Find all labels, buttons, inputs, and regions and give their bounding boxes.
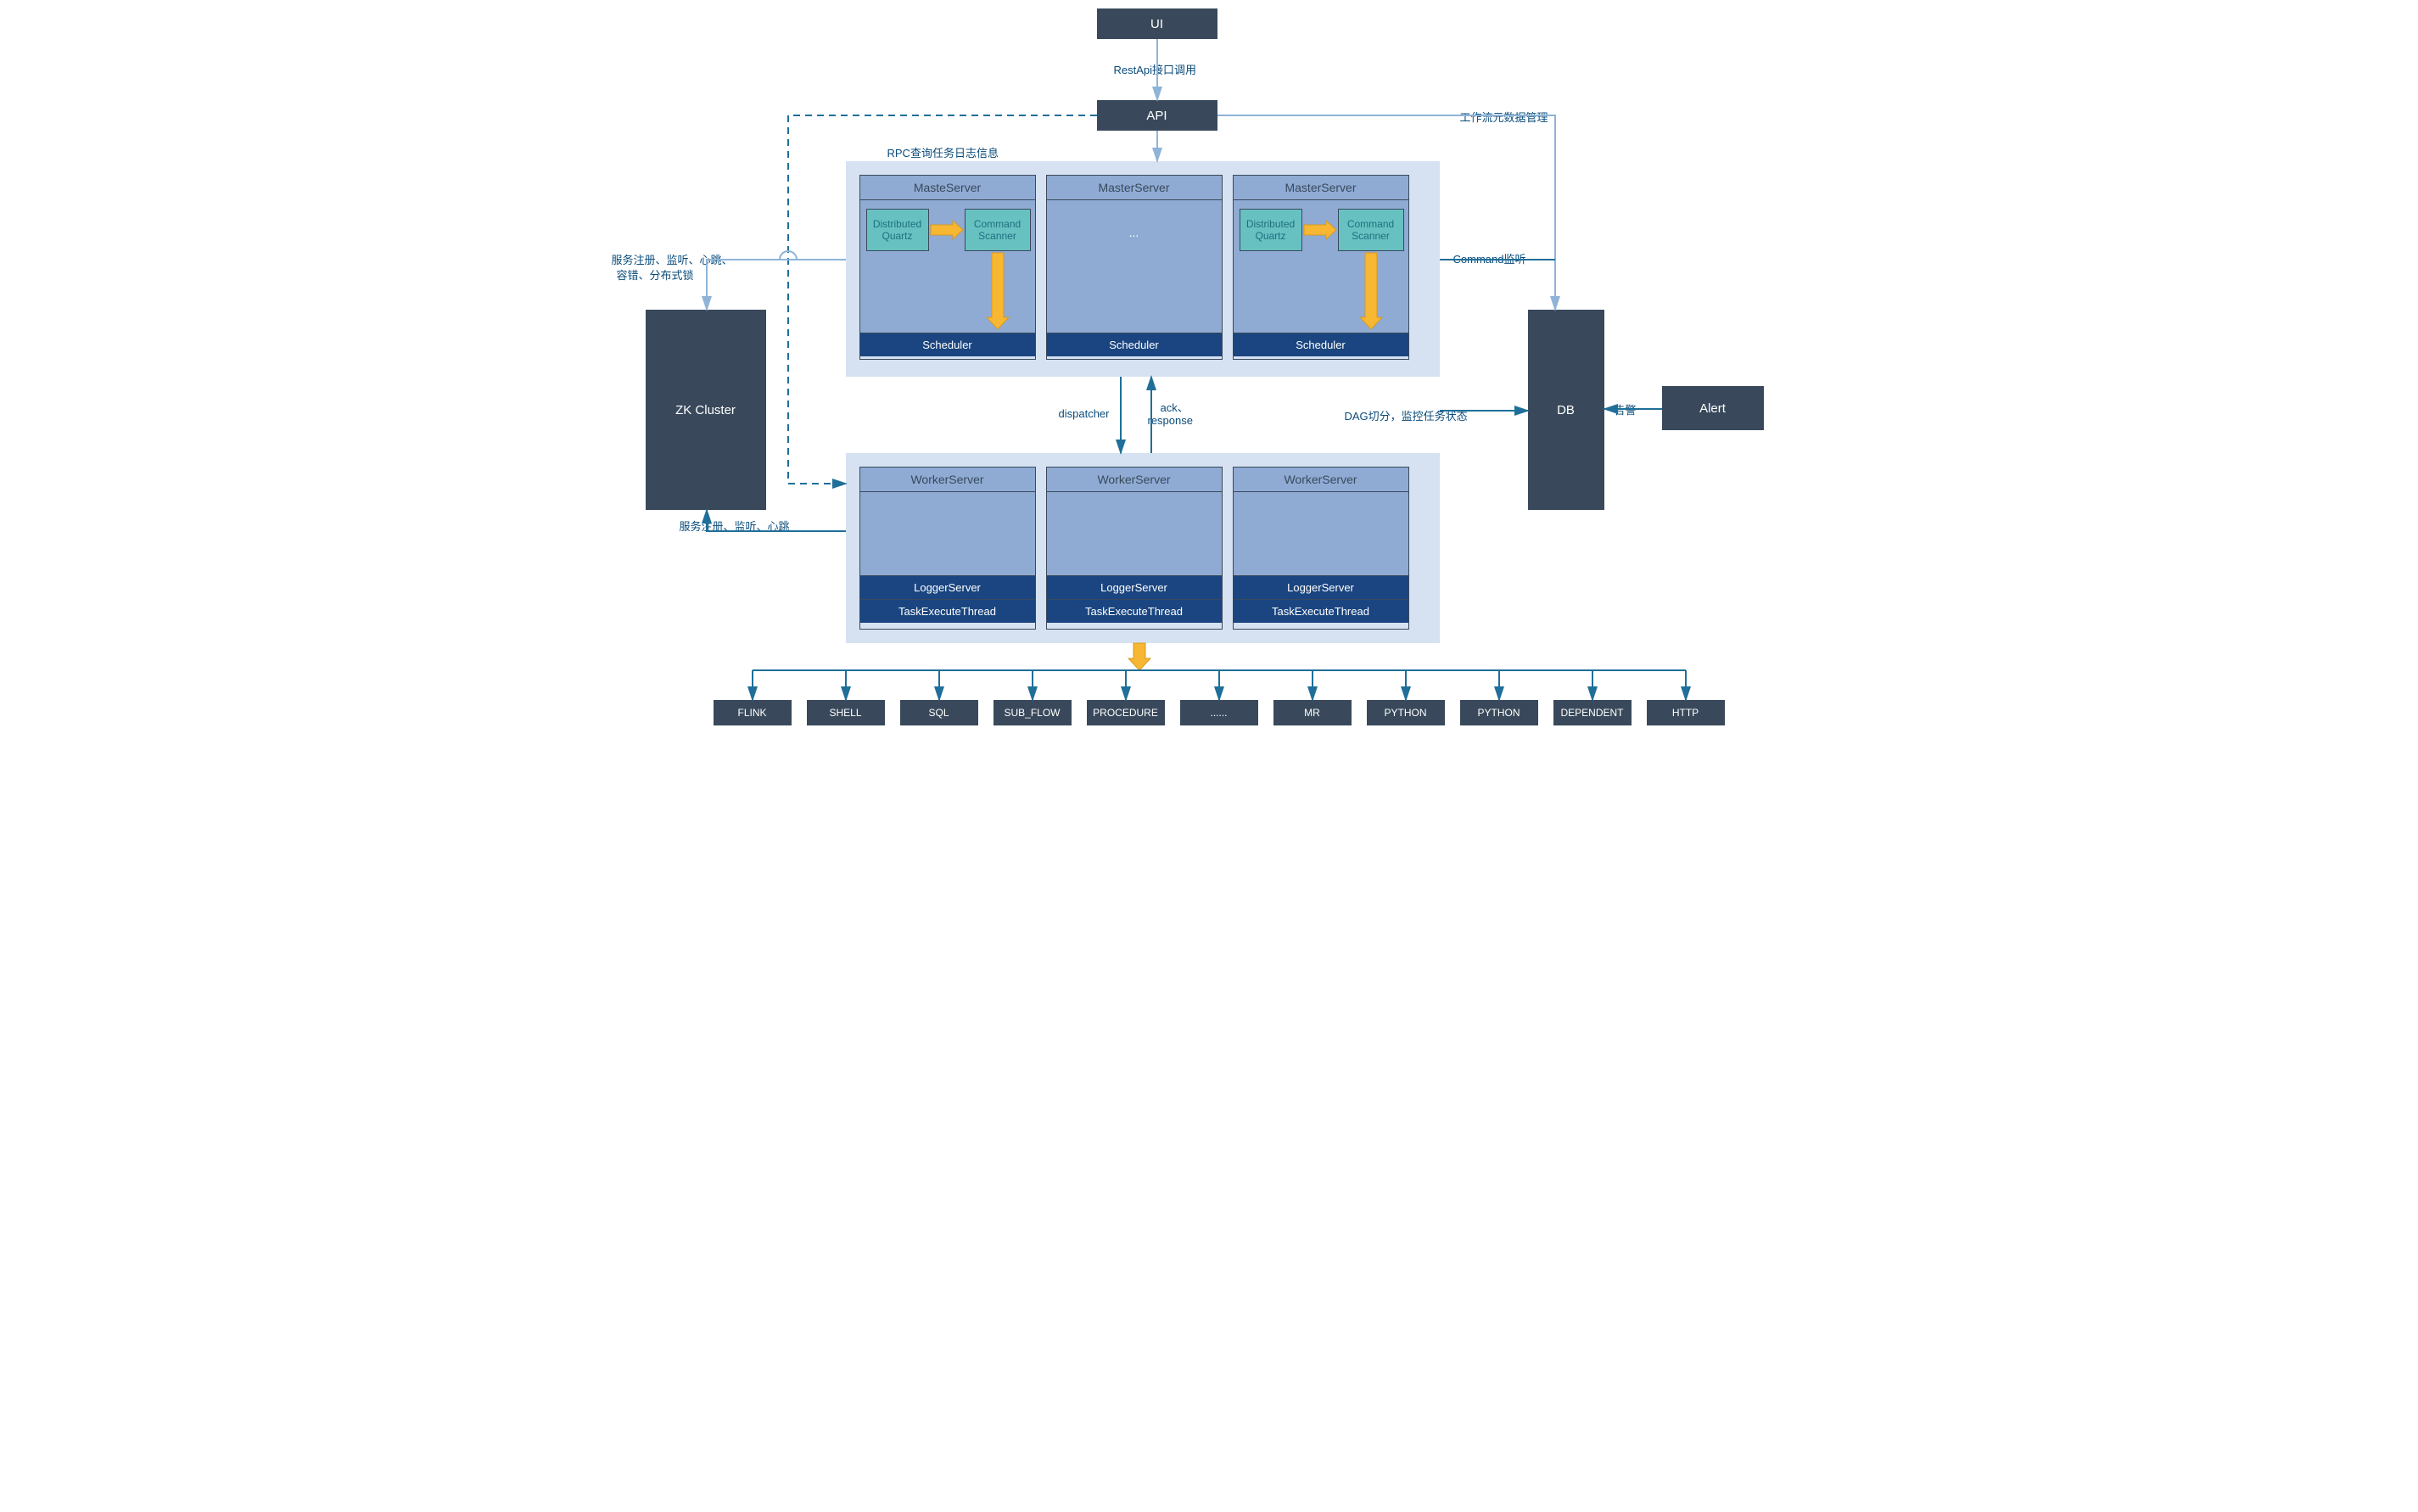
label-rest_api: RestApi接口调用 bbox=[1114, 61, 1197, 77]
master-server: MasterServer... Scheduler bbox=[1046, 175, 1223, 360]
worker-server: WorkerServer LoggerServerTaskExecuteThrea… bbox=[859, 467, 1036, 630]
label-ack_resp1: ack、 bbox=[1161, 399, 1189, 415]
label-rpc_log: RPC查询任务日志信息 bbox=[887, 144, 999, 160]
worker-server-title: WorkerServer bbox=[1234, 468, 1408, 492]
worker-server-title: WorkerServer bbox=[860, 468, 1035, 492]
task-procedure: PROCEDURE bbox=[1087, 700, 1165, 725]
label-alert_label: 告警 bbox=[1615, 401, 1637, 417]
zk-cluster-node: ZK Cluster bbox=[646, 310, 766, 510]
label-zk_reg_top2: 容错、分布式锁 bbox=[617, 266, 694, 283]
master-server-title: MasterServer bbox=[1047, 176, 1222, 200]
task-http: HTTP bbox=[1647, 700, 1725, 725]
label-cmd_listen: Command监听 bbox=[1453, 250, 1526, 266]
master-server-title: MasteServer bbox=[860, 176, 1035, 200]
label-dag: DAG切分，监控任务状态 bbox=[1345, 407, 1468, 423]
master-server-title: MasterServer bbox=[1234, 176, 1408, 200]
command-scanner-box: Command Scanner bbox=[965, 209, 1031, 251]
task-shell: SHELL bbox=[807, 700, 885, 725]
worker-server: WorkerServer LoggerServerTaskExecuteThrea… bbox=[1046, 467, 1223, 630]
task-flink: FLINK bbox=[714, 700, 792, 725]
master-server: MasteServer Scheduler bbox=[859, 175, 1036, 360]
command-scanner-box: Command Scanner bbox=[1338, 209, 1404, 251]
alert-node: Alert bbox=[1662, 386, 1764, 430]
label-zk_reg_top: 服务注册、监听、心跳、 bbox=[612, 251, 733, 267]
task-execute-row: TaskExecuteThread bbox=[860, 599, 1035, 623]
tasks-row: FLINK SHELL SQL SUB_FLOW PROCEDURE...... MR PY… bbox=[714, 700, 1725, 725]
logger-server-row: LoggerServer bbox=[1047, 575, 1222, 599]
master-server: MasterServer Scheduler bbox=[1233, 175, 1409, 360]
logger-server-row: LoggerServer bbox=[1234, 575, 1408, 599]
worker-server-body bbox=[1234, 492, 1408, 575]
task-execute-row: TaskExecuteThread bbox=[1234, 599, 1408, 623]
scheduler-row: Scheduler bbox=[860, 333, 1035, 356]
task-mr: MR bbox=[1273, 700, 1352, 725]
db-node: DB bbox=[1528, 310, 1604, 510]
distributed-quartz-box: Distributed Quartz bbox=[866, 209, 929, 251]
task-......: ...... bbox=[1180, 700, 1258, 725]
label-workflow_data: 工作流元数据管理 bbox=[1460, 109, 1548, 125]
worker-server-body bbox=[1047, 492, 1222, 575]
worker-server-title: WorkerServer bbox=[1047, 468, 1222, 492]
ui-node: UI bbox=[1097, 8, 1217, 39]
api-node: API bbox=[1097, 100, 1217, 131]
ellipsis: ... bbox=[1047, 200, 1222, 239]
task-sub_flow: SUB_FLOW bbox=[994, 700, 1072, 725]
worker-server-body bbox=[860, 492, 1035, 575]
worker-server: WorkerServer LoggerServerTaskExecuteThrea… bbox=[1233, 467, 1409, 630]
task-python: PYTHON bbox=[1367, 700, 1445, 725]
label-dispatcher: dispatcher bbox=[1059, 407, 1110, 420]
distributed-quartz-box: Distributed Quartz bbox=[1240, 209, 1302, 251]
task-python: PYTHON bbox=[1460, 700, 1538, 725]
task-execute-row: TaskExecuteThread bbox=[1047, 599, 1222, 623]
master-server-body: ... bbox=[1047, 200, 1222, 333]
task-dependent: DEPENDENT bbox=[1553, 700, 1632, 725]
label-zk_reg_bot: 服务注册、监听、心跳 bbox=[680, 518, 790, 534]
task-sql: SQL bbox=[900, 700, 978, 725]
scheduler-row: Scheduler bbox=[1234, 333, 1408, 356]
logger-server-row: LoggerServer bbox=[860, 575, 1035, 599]
scheduler-row: Scheduler bbox=[1047, 333, 1222, 356]
label-ack_resp2: response bbox=[1148, 414, 1193, 427]
